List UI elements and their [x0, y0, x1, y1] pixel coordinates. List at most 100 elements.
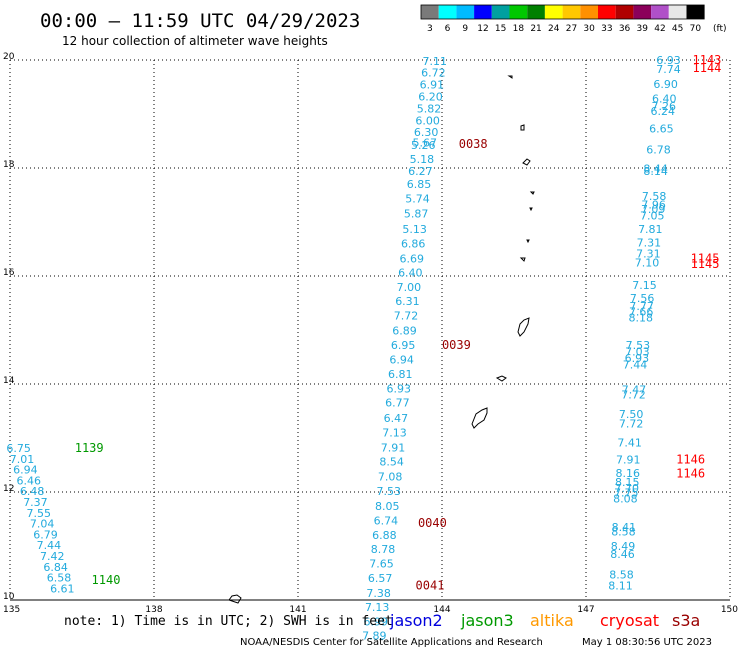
- swh-value: 6.86: [401, 237, 426, 250]
- swh-value: 7.31: [636, 248, 661, 261]
- swh-value: 6.78: [646, 143, 671, 156]
- swh-value: 6.77: [385, 397, 410, 410]
- swh-value: 6.84: [43, 561, 68, 574]
- swh-value: 6.40: [652, 93, 677, 106]
- y-tick-label: 10: [3, 592, 15, 602]
- legend-s3a: s3a: [672, 611, 700, 630]
- satellite-legend: jason2 jason3 altika cryosat s3a: [389, 611, 700, 630]
- colorbar-swatch: [668, 5, 687, 19]
- swh-value: 7.75: [614, 486, 639, 499]
- pass-time-label: 1145: [691, 252, 720, 266]
- x-tick-label: 147: [577, 605, 594, 615]
- colorbar-swatch: [651, 5, 669, 19]
- swh-value: 7.03: [625, 345, 650, 358]
- swh-value: 5.74: [405, 193, 430, 206]
- swh-value: 6.79: [33, 528, 58, 541]
- saipan-island: [517, 317, 530, 337]
- swh-value: 6.88: [372, 529, 397, 542]
- pass-time-label: 1144: [693, 61, 722, 75]
- colorbar-swatch: [615, 5, 634, 19]
- southwest-islet: [228, 594, 242, 604]
- x-tick-label: 135: [3, 605, 20, 615]
- swh-value: 7.81: [638, 223, 663, 236]
- swh-value: 7.26: [652, 100, 677, 113]
- small-island-1: [507, 75, 513, 79]
- swh-value: 7.08: [378, 471, 403, 484]
- swh-value: 5.18: [410, 153, 435, 166]
- swh-value: 6.72: [421, 67, 446, 80]
- swh-value: 8.41: [612, 521, 637, 534]
- swh-value: 6.00: [415, 114, 440, 127]
- colorbar-label: 6: [445, 24, 451, 34]
- colorbar-label: 33: [601, 24, 612, 34]
- small-island-5: [519, 257, 526, 262]
- colorbar-swatch: [686, 5, 705, 19]
- pass-time-label: 1139: [75, 441, 104, 455]
- colorbar-swatch: [491, 5, 510, 19]
- axis-ticks: 135 138 141 144 147 150 10 12 14 16 18 20: [3, 52, 738, 615]
- swh-value: 7.72: [394, 310, 419, 323]
- swh-value: 6.89: [392, 324, 417, 337]
- swh-value: 7.15: [632, 279, 657, 292]
- colorbar-swatch: [598, 5, 616, 19]
- swh-value: 7.44: [623, 358, 648, 371]
- swh-value: 6.40: [398, 267, 423, 280]
- colorbar-label: 9: [462, 24, 468, 34]
- swh-value: 6.93: [656, 54, 681, 67]
- swh-value: 6.58: [47, 572, 72, 585]
- swh-value: 7.91: [616, 453, 641, 466]
- pass-time-label: 1146: [676, 466, 705, 480]
- swh-value: 7.00: [397, 281, 422, 294]
- swh-value: 8.15: [615, 476, 640, 489]
- swh-value: 6.69: [400, 253, 425, 266]
- swh-value: 6.48: [20, 485, 45, 498]
- swh-value: 5.26: [411, 139, 436, 152]
- swh-value: 6.94: [13, 464, 38, 477]
- footer-timestamp: May 1 08:30:56 UTC 2023: [582, 637, 712, 648]
- colorbar-swatch: [527, 5, 545, 19]
- small-island-4: [526, 239, 530, 244]
- swh-value: 6.27: [408, 165, 433, 178]
- swh-value: 7.01: [10, 453, 35, 466]
- swh-value: 6.65: [649, 122, 674, 135]
- swh-value: 6.47: [384, 412, 409, 425]
- swh-value: 7.66: [629, 305, 654, 318]
- colorbar-swatch: [633, 5, 652, 19]
- swh-value: 8.58: [611, 526, 636, 539]
- swh-value: 7.77: [629, 300, 654, 313]
- pass-time-label: 0040: [418, 516, 447, 530]
- swh-value: 8.14: [643, 165, 668, 178]
- chart-title: 00:00 – 11:59 UTC 04/29/2023: [40, 10, 360, 32]
- footer-note: note: 1) Time is in UTC; 2) SWH is in fe…: [64, 614, 393, 629]
- colorbar-swatch: [562, 5, 581, 19]
- swh-value: 7.44: [37, 539, 62, 552]
- swh-value: 7.58: [642, 190, 667, 203]
- swh-value: 8.05: [375, 500, 400, 513]
- swh-value: 6.95: [391, 339, 416, 352]
- y-tick-label: 18: [3, 160, 15, 170]
- swh-value: 6.90: [653, 78, 678, 91]
- swh-value: 8.54: [379, 456, 404, 469]
- small-island-2: [529, 191, 535, 195]
- swh-value: 7.09: [641, 203, 666, 216]
- swh-value: 8.08: [613, 492, 638, 505]
- swh-value: 8.16: [616, 467, 641, 480]
- swh-value: 7.37: [23, 496, 48, 509]
- colorbar-label: 21: [530, 24, 541, 34]
- colorbar-swatch: [456, 5, 475, 19]
- swh-value: 8.46: [610, 548, 635, 561]
- swh-value: 6.91: [420, 79, 445, 92]
- swh-value: 6.93: [387, 383, 412, 396]
- wave-height-values: 6.757.016.946.466.487.377.557.046.797.44…: [6, 54, 680, 643]
- swh-value: 6.30: [414, 126, 439, 139]
- swh-value: 7.65: [369, 558, 394, 571]
- swh-value: 7.10: [635, 256, 660, 269]
- colorbar-label: 27: [566, 24, 577, 34]
- swh-value: 5.82: [417, 102, 442, 115]
- swh-value: 6.85: [407, 178, 432, 191]
- island-outlines: [228, 75, 535, 604]
- swh-value: 5.67: [412, 136, 437, 149]
- swh-value: 7.42: [40, 550, 65, 563]
- colorbar-swatch: [509, 5, 528, 19]
- colorbar-unit: (ft): [713, 24, 727, 34]
